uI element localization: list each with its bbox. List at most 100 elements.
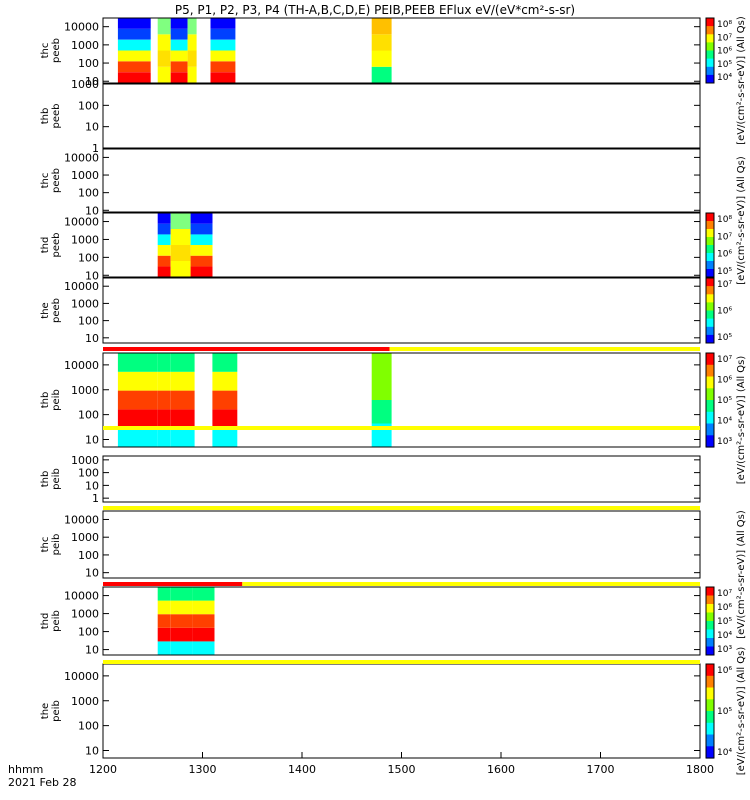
spectrogram-cell	[170, 371, 195, 391]
colorbar-segment	[706, 58, 714, 68]
spectrogram-cell	[157, 428, 171, 447]
panel-label: thbpeib	[40, 389, 62, 411]
y-tick-label: 10	[85, 269, 99, 282]
colorbar-segment	[706, 364, 714, 378]
panel-label-product: peib	[51, 610, 62, 632]
spectrogram-cell	[371, 376, 392, 400]
spectrogram-cell	[212, 371, 238, 391]
date-label: 2021 Feb 28	[8, 776, 76, 789]
y-tick-label: 10	[85, 567, 99, 580]
spectrogram-cell	[190, 255, 213, 267]
panel-label-probe: thc	[40, 173, 51, 189]
colorbar-segment	[706, 261, 714, 270]
colorbar-unit-label: [eV/(cm²-s-sr-eV)] (All Qs)	[736, 356, 747, 485]
status-bar-5	[103, 660, 700, 664]
colorbar-tick-label: 10⁶	[717, 250, 732, 260]
colorbar-segment	[706, 629, 714, 639]
panel-label: thdpeib	[40, 610, 62, 632]
colorbar-tick-label: 10⁶	[717, 47, 732, 57]
spectrogram-cell	[170, 18, 188, 29]
colorbar-segment	[706, 612, 714, 622]
spectrogram-cell	[117, 39, 151, 51]
colorbar-segment	[706, 50, 714, 60]
panel-label: thcpeib	[40, 534, 62, 556]
colorbar-tick-label: 10⁴	[717, 748, 732, 758]
spectrogram-cell	[371, 34, 392, 51]
spectrogram-cell	[157, 266, 171, 277]
panel-frame	[102, 17, 701, 84]
colorbar-segment	[706, 621, 714, 630]
colorbar-unit-label: [eV/(cm²-s-sr-eV)] (All Qs)	[736, 647, 747, 776]
colorbar-tick-label: 10⁴	[717, 417, 732, 427]
spectrogram-cell	[157, 641, 171, 655]
y-tick-label: 100	[78, 315, 99, 328]
panel-label-probe: thb	[40, 471, 51, 488]
y-tick-label: 10	[85, 204, 99, 217]
spectrogram-cell	[170, 409, 195, 429]
colorbar-frame	[705, 277, 715, 344]
spectrogram-cell	[157, 353, 171, 372]
colorbar-tick-label: 10⁷	[717, 33, 732, 43]
y-tick-label: 1000	[71, 695, 99, 708]
spectrogram-cell	[192, 614, 215, 628]
colorbar-tick-label: 10⁸	[717, 20, 732, 30]
y-tick-label: 10	[85, 644, 99, 657]
spectrogram-cell	[190, 223, 213, 235]
spectrogram-cell	[210, 72, 236, 83]
status-bar-2	[103, 426, 700, 430]
spectrogram-cell	[371, 353, 392, 377]
panel-label-probe: thb	[40, 392, 51, 409]
spectrogram-cell	[170, 61, 188, 73]
spectrogram-cell	[170, 641, 193, 655]
panel-label: thcpeeb	[40, 38, 62, 63]
panel-frame	[102, 83, 701, 149]
spectrogram-cell	[157, 66, 171, 84]
colorbar-segment	[706, 711, 714, 724]
spectrogram-cell	[210, 28, 236, 40]
y-tick-label: 10	[85, 121, 99, 134]
y-tick-label: 10000	[64, 280, 99, 293]
spectrogram-cell	[187, 34, 197, 51]
colorbar-segment	[706, 34, 714, 43]
spectrogram-cell	[371, 18, 392, 35]
spectrogram-cell	[190, 266, 213, 277]
spectrogram-cell	[190, 213, 213, 224]
y-tick-label: 100	[78, 409, 99, 422]
y-tick-label: 10000	[64, 359, 99, 372]
colorbar-segment	[706, 411, 714, 425]
colorbar-segment	[706, 699, 714, 712]
spectrogram-cell	[157, 255, 171, 267]
panel-10: 10 100 1000 10000 thepeib 10⁴ 10⁵ 10⁶	[40, 663, 732, 759]
spectrogram-cell	[212, 409, 238, 429]
colorbar-segment	[706, 213, 714, 222]
colorbar-segment	[706, 221, 714, 230]
panel-label-product: peeb	[51, 104, 62, 129]
y-tick-label: 10000	[64, 590, 99, 603]
panel-frame	[102, 455, 701, 503]
status-bar-segment	[103, 582, 243, 586]
x-tick-label: 1600	[487, 763, 515, 776]
panel-label-probe: thd	[40, 613, 51, 630]
x-tick-label: 1500	[388, 763, 416, 776]
colorbar-segment	[706, 376, 714, 389]
y-tick-label: 10000	[64, 670, 99, 683]
spectrogram-cell	[157, 234, 171, 245]
status-bar-segment	[103, 506, 700, 510]
colorbar-tick-label: 10⁶	[717, 603, 732, 613]
colorbar-segment	[706, 229, 714, 238]
panel-frame	[102, 663, 701, 759]
y-tick-label: 100	[78, 467, 99, 480]
colorbar-tick-label: 10⁶	[717, 666, 732, 676]
spectrogram-cell	[157, 390, 171, 410]
y-tick-label: 1	[92, 142, 99, 155]
panel-label-probe: the	[40, 703, 51, 719]
panel-frame	[102, 148, 701, 213]
spectrogram-cell	[210, 18, 236, 29]
y-tick-label: 1000	[71, 297, 99, 310]
panel-6: 10 100 1000 10000 thbpeib 10³ 10⁴ 10⁵ 10⁶ 10⁷	[40, 352, 732, 448]
